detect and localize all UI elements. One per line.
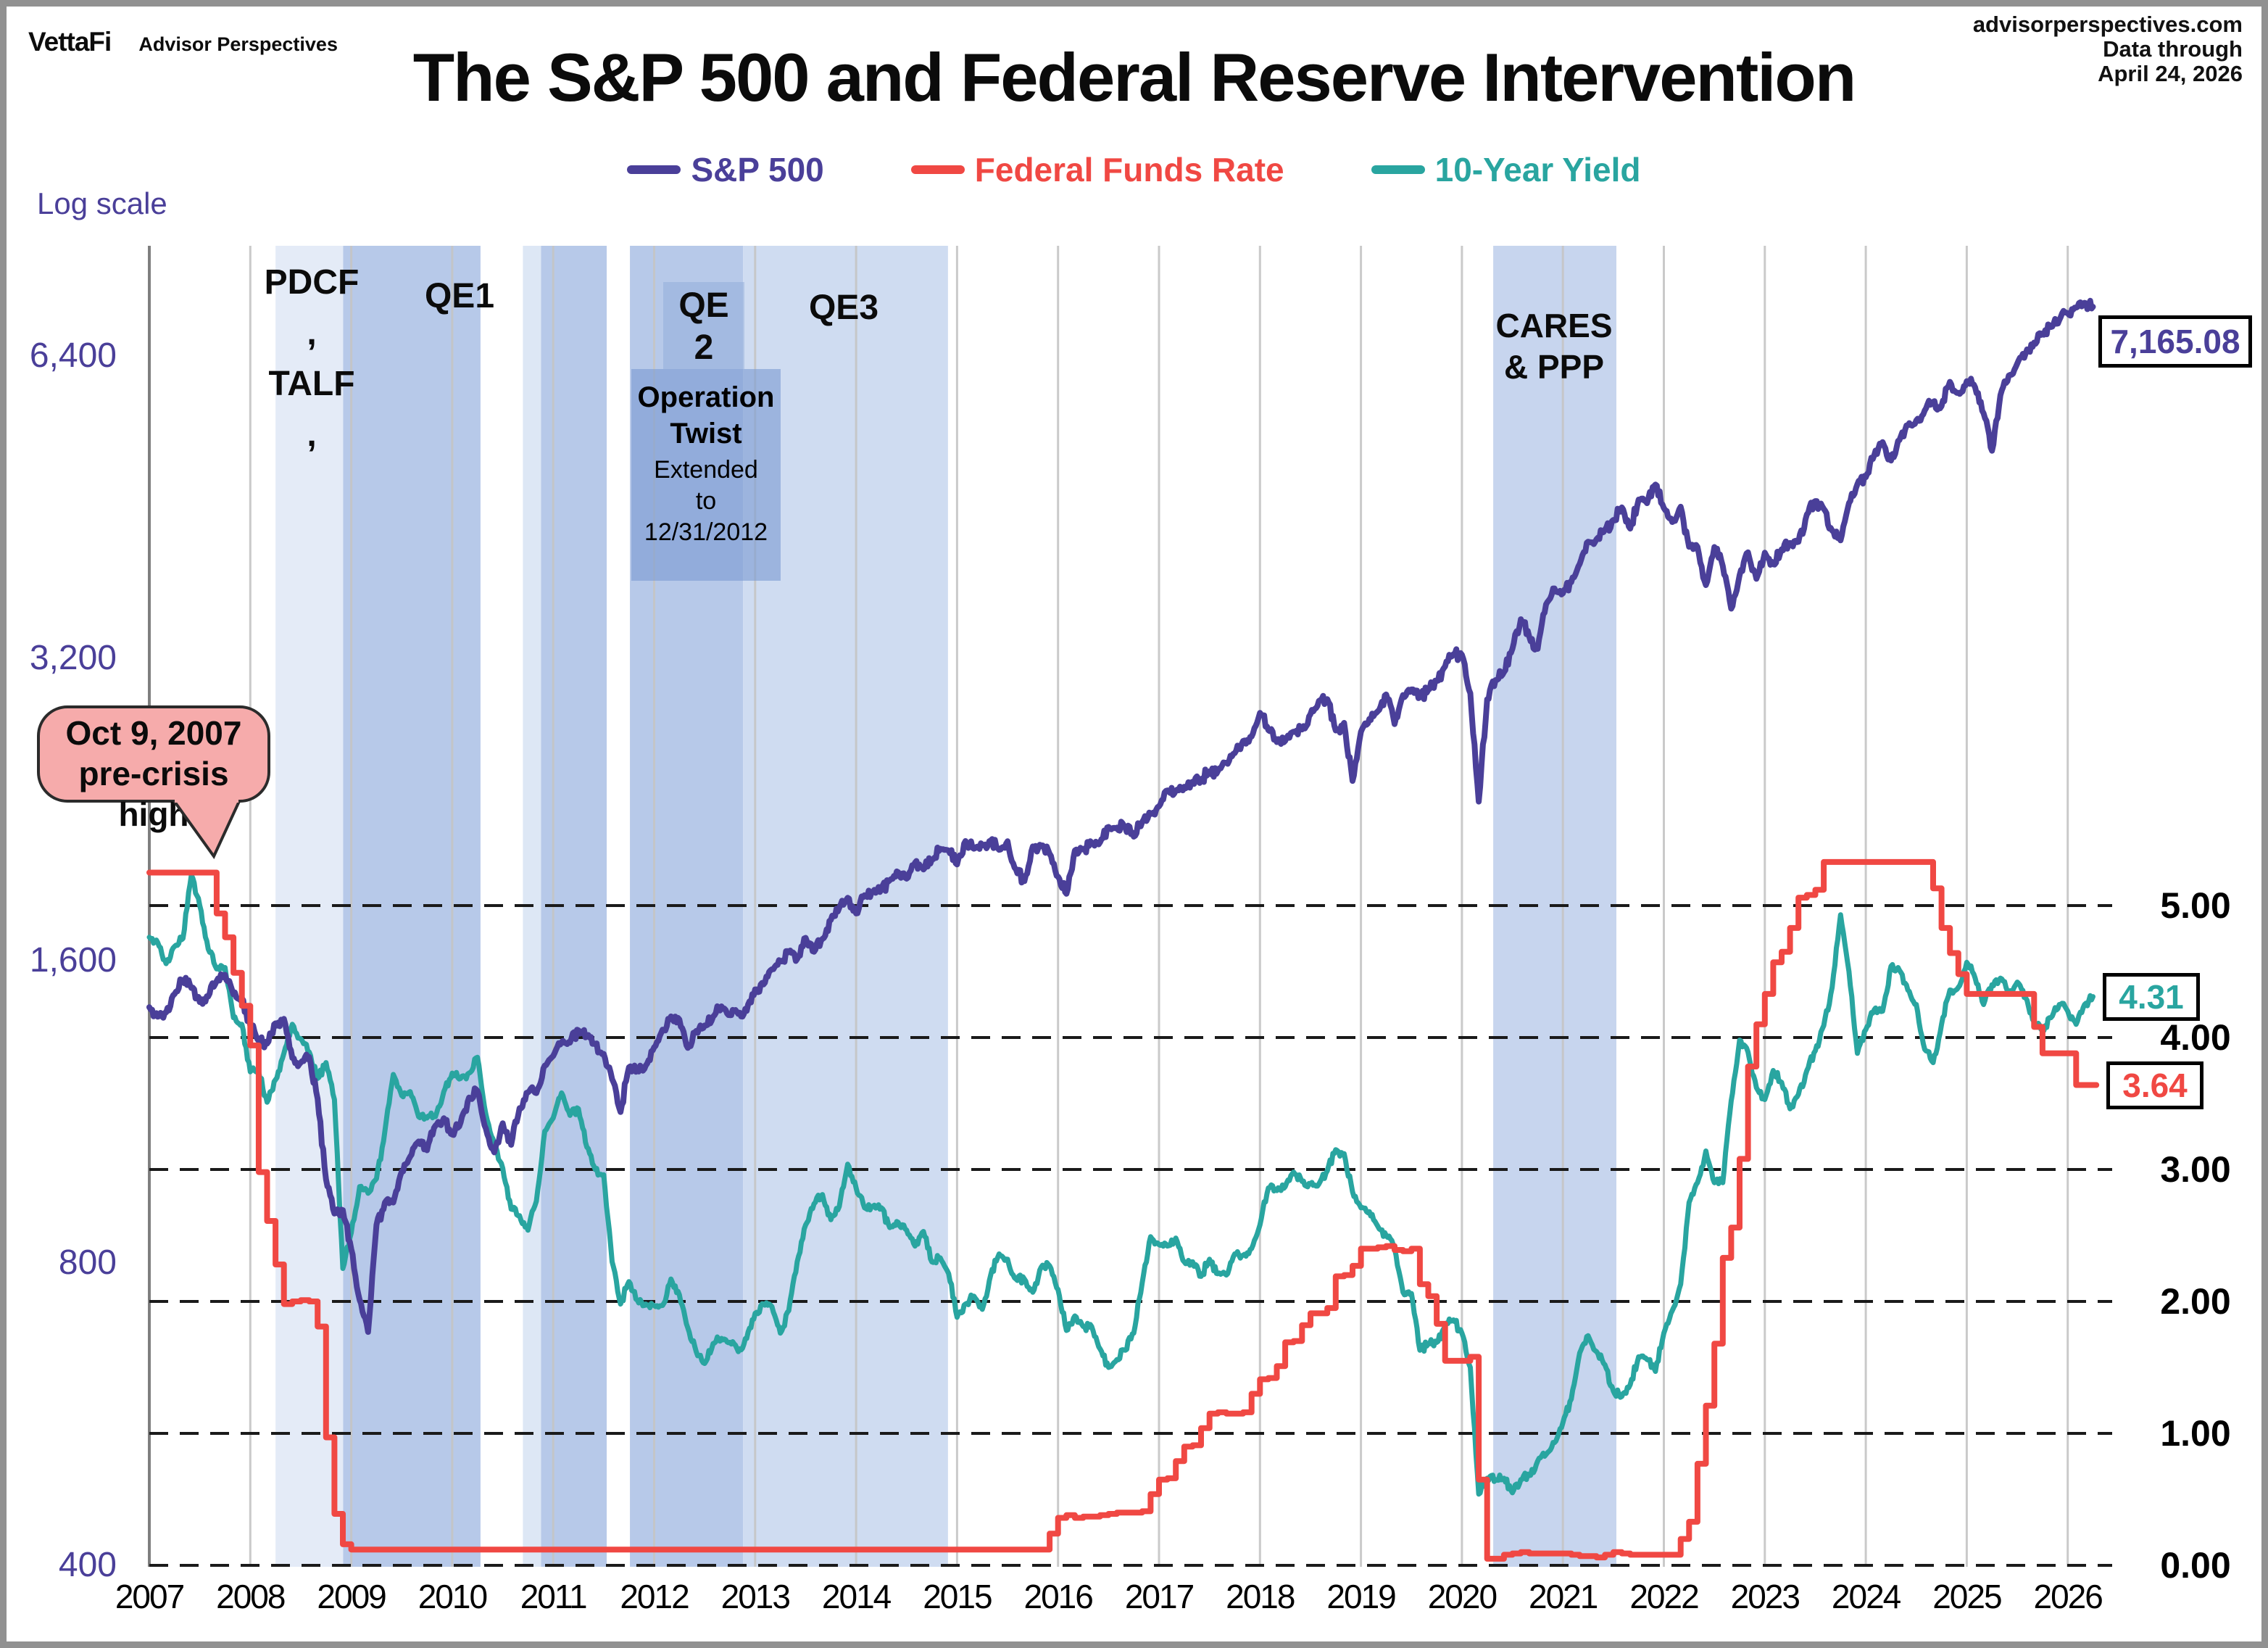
right-axis-label-0: 0.00 <box>2160 1545 2231 1586</box>
annotation-cares-ppp: CARES & PPP <box>1495 307 1613 386</box>
x-axis-label-2009: 2009 <box>317 1578 386 1615</box>
legend-item-10year: 10-Year Yield <box>1371 150 1641 189</box>
y-axis-label-1600: 1,600 <box>29 941 117 980</box>
callout-precrisis-high: Oct 9, 2007 pre-crisis high <box>37 705 270 833</box>
x-axis-label-2010: 2010 <box>418 1578 488 1615</box>
chart-title: The S&P 500 and Federal Reserve Interven… <box>412 39 1857 115</box>
x-axis-label-2013: 2013 <box>720 1578 791 1615</box>
brand: VettaFi Advisor Perspectives <box>28 27 338 57</box>
right-axis-label-4: 4.00 <box>2160 1017 2231 1058</box>
x-axis-label-2022: 2022 <box>1629 1578 1699 1615</box>
x-axis-label-2021: 2021 <box>1529 1578 1598 1615</box>
annotation-qe2: QE 2 <box>663 282 744 369</box>
series-sp500 <box>146 297 2096 1336</box>
legend-label-fedfunds: Federal Funds Rate <box>974 151 1284 189</box>
y-axis-label-6400: 6,400 <box>29 336 117 375</box>
legend: S&P 500 Federal Funds Rate 10-Year Yield <box>7 150 2261 189</box>
tenyear-last-value-box: 4.31 <box>2103 973 2200 1021</box>
legend-label-10year: 10-Year Yield <box>1434 151 1641 189</box>
advisor-perspectives-label: Advisor Perspectives <box>138 33 338 55</box>
series-federal-funds-rate <box>146 858 2100 1562</box>
y-axis-label-800: 800 <box>58 1243 117 1282</box>
x-axis-label-2026: 2026 <box>2033 1578 2103 1615</box>
x-axis-label-2017: 2017 <box>1124 1578 1195 1615</box>
x-axis-label-2011: 2011 <box>520 1578 588 1615</box>
y-axis-label-400: 400 <box>58 1546 117 1584</box>
right-axis-label-3: 3.00 <box>2160 1149 2231 1190</box>
x-axis-label-2008: 2008 <box>216 1578 286 1615</box>
source-note: advisorperspectives.com Data through Apr… <box>1972 12 2243 86</box>
x-axis-label-2020: 2020 <box>1427 1578 1498 1615</box>
right-axis-label-1: 1.00 <box>2160 1413 2231 1454</box>
sp500-last-value-box: 7,165.08 <box>2098 315 2252 368</box>
log-scale-label: Log scale <box>37 186 167 220</box>
x-axis-label-2015: 2015 <box>923 1578 992 1615</box>
x-axis-label-2014: 2014 <box>821 1578 892 1615</box>
operation-twist-subtitle: Extended to 12/31/2012 <box>644 456 768 546</box>
y-axis-label-3200: 3,200 <box>29 639 117 677</box>
legend-item-fedfunds: Federal Funds Rate <box>910 150 1284 189</box>
fedfunds-last-value-box: 3.64 <box>2106 1061 2203 1109</box>
x-axis-label-2018: 2018 <box>1226 1578 1295 1615</box>
x-axis-label-2012: 2012 <box>620 1578 689 1615</box>
x-axis-label-2024: 2024 <box>1831 1578 1901 1615</box>
sp500-line-swatch-icon <box>627 165 681 174</box>
right-axis-label-5: 5.00 <box>2160 885 2231 926</box>
x-axis-label-2016: 2016 <box>1023 1578 1094 1615</box>
vettafi-logo: VettaFi <box>28 27 112 57</box>
annotation-qe3: QE3 <box>808 289 879 327</box>
series-10-year-yield <box>146 872 2095 1497</box>
x-axis-label-2025: 2025 <box>1932 1578 2002 1615</box>
annotation-qe1: QE1 <box>424 277 495 315</box>
x-axis-label-2007: 2007 <box>115 1578 185 1615</box>
legend-item-sp500: S&P 500 <box>627 150 824 189</box>
chart-canvas <box>146 246 2112 1567</box>
x-axis-label-2023: 2023 <box>1730 1578 1800 1615</box>
tenyear-line-swatch-icon <box>1371 165 1425 174</box>
operation-twist-title: Operation Twist <box>637 381 775 450</box>
fedfunds-line-swatch-icon <box>910 165 965 174</box>
legend-label-sp500: S&P 500 <box>691 151 824 189</box>
right-axis-label-2: 2.00 <box>2160 1281 2231 1322</box>
x-axis-label-2019: 2019 <box>1326 1578 1396 1615</box>
callout-tail-icon <box>171 800 242 859</box>
annotation-pdcf-talf: PDCF , TALF , <box>264 263 360 454</box>
annotation-operation-twist: Operation Twist Extended to 12/31/2012 <box>631 369 781 581</box>
